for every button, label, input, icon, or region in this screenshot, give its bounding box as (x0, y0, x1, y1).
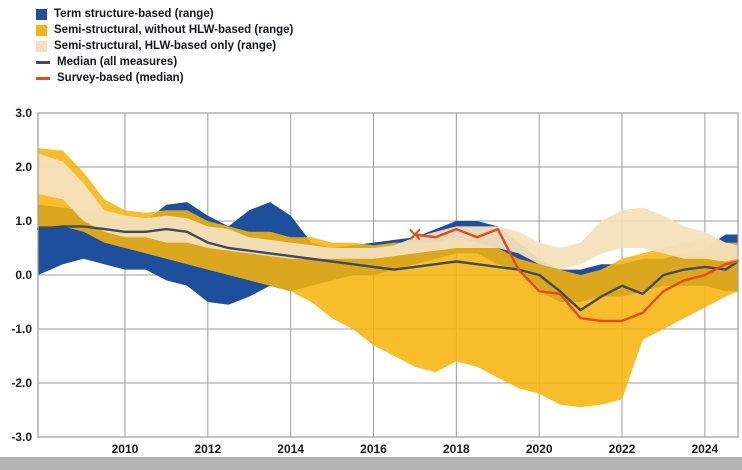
legend-label-semi-structural-no-hlw: Semi-structural, without HLW-based (rang… (54, 24, 294, 36)
legend-swatch-term-structure (36, 8, 47, 20)
svg-text:2016: 2016 (360, 442, 387, 456)
legend-item-semi-structural-no-hlw: Semi-structural, without HLW-based (rang… (36, 22, 293, 38)
svg-text:2014: 2014 (277, 442, 304, 456)
svg-text:0.0: 0.0 (15, 268, 32, 282)
legend-swatch-semi-structural-no-hlw (36, 24, 47, 36)
legend-label-survey: Survey-based (median) (57, 72, 184, 84)
legend-item-survey: Survey-based (median) (36, 70, 293, 86)
svg-text:2018: 2018 (443, 442, 470, 456)
svg-text:3.0: 3.0 (15, 106, 32, 120)
chart-legend: Term structure-based (range) Semi-struct… (36, 6, 293, 86)
legend-swatch-survey (36, 76, 50, 80)
svg-text:2022: 2022 (609, 442, 636, 456)
svg-text:-2.0: -2.0 (11, 376, 32, 390)
legend-label-median: Median (all measures) (57, 56, 178, 68)
svg-text:2024: 2024 (692, 442, 719, 456)
legend-swatch-median (36, 60, 50, 64)
svg-text:-1.0: -1.0 (11, 322, 32, 336)
svg-text:-3.0: -3.0 (11, 430, 32, 444)
svg-text:2012: 2012 (194, 442, 221, 456)
legend-label-term-structure: Term structure-based (range) (54, 8, 214, 20)
legend-swatch-hlw-only (36, 40, 47, 52)
legend-label-hlw-only: Semi-structural, HLW-based only (range) (54, 40, 277, 52)
svg-text:2.0: 2.0 (15, 160, 32, 174)
legend-item-hlw-only: Semi-structural, HLW-based only (range) (36, 38, 293, 54)
legend-item-median: Median (all measures) (36, 54, 293, 70)
svg-text:2020: 2020 (526, 442, 553, 456)
legend-item-term-structure: Term structure-based (range) (36, 6, 293, 22)
svg-text:1.0: 1.0 (15, 214, 32, 228)
svg-text:2010: 2010 (112, 442, 139, 456)
